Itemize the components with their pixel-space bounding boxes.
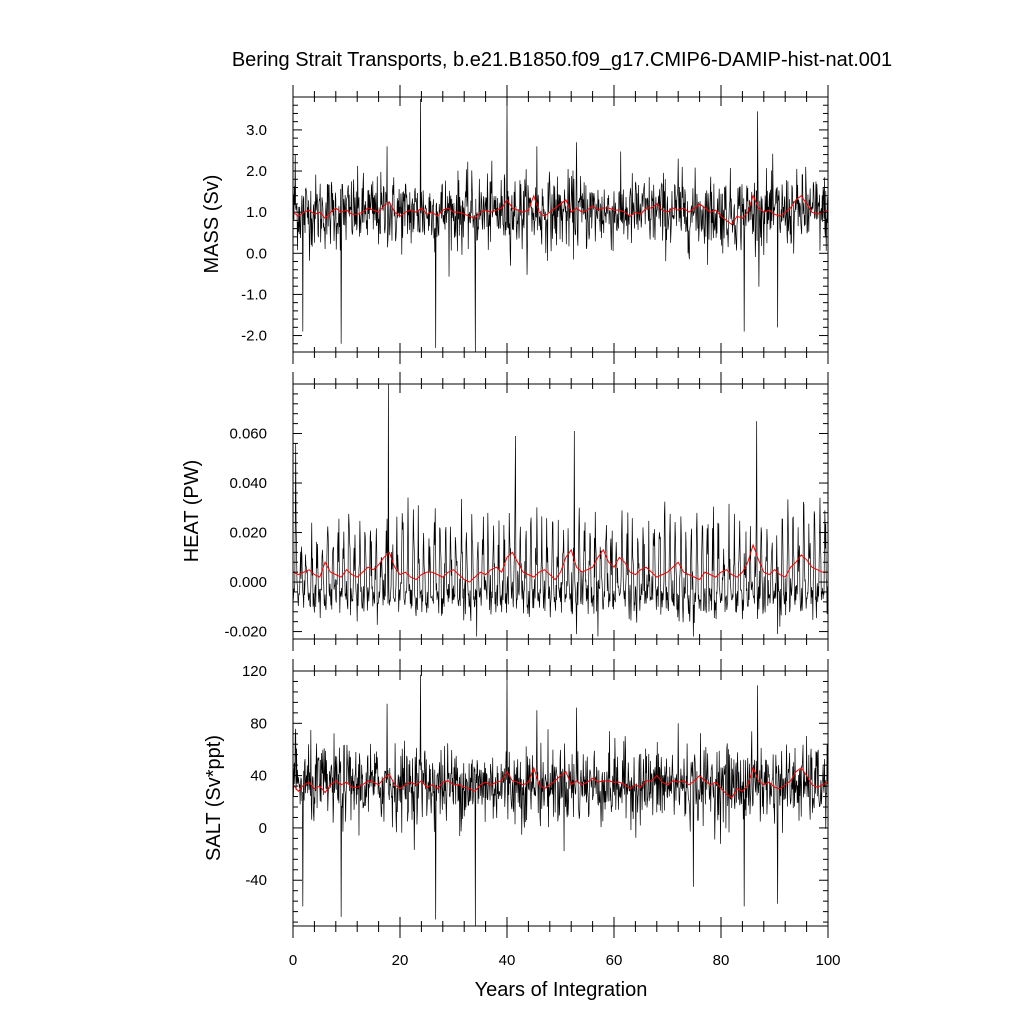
y-tick-label: 0.040 (229, 475, 267, 492)
salt-annual-mean-line (293, 766, 828, 799)
panel-mass: -2.0 -1.0 0.0 1.0 2.0 3.0 MASS (Sv) (201, 85, 829, 364)
y-tick-label: 120 (242, 663, 267, 680)
x-tick-label: 40 (499, 952, 516, 969)
mass-y-axis-label: MASS (Sv) (201, 175, 223, 274)
panel-heat: -0.020 0.000 0.020 0.040 0.060 HEAT (PW) (181, 372, 829, 651)
y-tick-label: 0.0 (246, 245, 267, 262)
y-tick-label: -1.0 (241, 286, 267, 303)
heat-panel-frame (292, 383, 829, 640)
x-tick-label: 0 (289, 952, 297, 969)
heat-ticks-layer: -0.020 0.000 0.020 0.040 0.060 (224, 372, 829, 651)
heat-monthly-series-line (293, 384, 828, 637)
salt-series-layer (293, 671, 828, 926)
mass-ticks-layer: -2.0 -1.0 0.0 1.0 2.0 3.0 (241, 85, 829, 364)
x-axis-label: Years of Integration (475, 979, 648, 1001)
salt-monthly-series-line (293, 671, 828, 926)
x-tick-label: 100 (815, 952, 840, 969)
y-tick-label: 80 (250, 715, 267, 732)
x-tick-labels: 0 20 40 60 80 100 (289, 952, 841, 969)
y-tick-label: -0.020 (224, 624, 267, 641)
y-tick-label: 3.0 (246, 122, 267, 139)
y-tick-label: 0.020 (229, 525, 267, 542)
y-tick-label: 0.060 (229, 426, 267, 443)
mass-monthly-series-line (293, 97, 828, 352)
figure-title: Bering Strait Transports, b.e21.B1850.f0… (232, 49, 892, 71)
salt-y-axis-label: SALT (Sv*ppt) (203, 735, 225, 861)
y-tick-label: 1.0 (246, 204, 267, 221)
salt-ticks-layer: -40 0 40 80 120 (242, 659, 829, 938)
y-tick-label: 0 (259, 820, 267, 837)
heat-annual-mean-line (293, 543, 828, 583)
mass-annual-mean-line (293, 194, 828, 226)
x-tick-label: 60 (606, 952, 623, 969)
heat-y-axis-label: HEAT (PW) (181, 460, 203, 563)
heat-series-layer (293, 384, 828, 637)
panel-salt: -40 0 40 80 120 SALT (Sv*ppt) (203, 659, 829, 938)
mass-panel-frame (292, 96, 829, 353)
y-tick-label: 40 (250, 768, 267, 785)
x-tick-label: 20 (392, 952, 409, 969)
mass-series-layer (293, 97, 828, 352)
y-tick-label: -2.0 (241, 328, 267, 345)
y-tick-label: 0.000 (229, 574, 267, 591)
salt-panel-frame (292, 670, 829, 927)
y-tick-label: -40 (245, 872, 267, 889)
y-tick-label: 2.0 (246, 163, 267, 180)
x-tick-label: 80 (713, 952, 730, 969)
